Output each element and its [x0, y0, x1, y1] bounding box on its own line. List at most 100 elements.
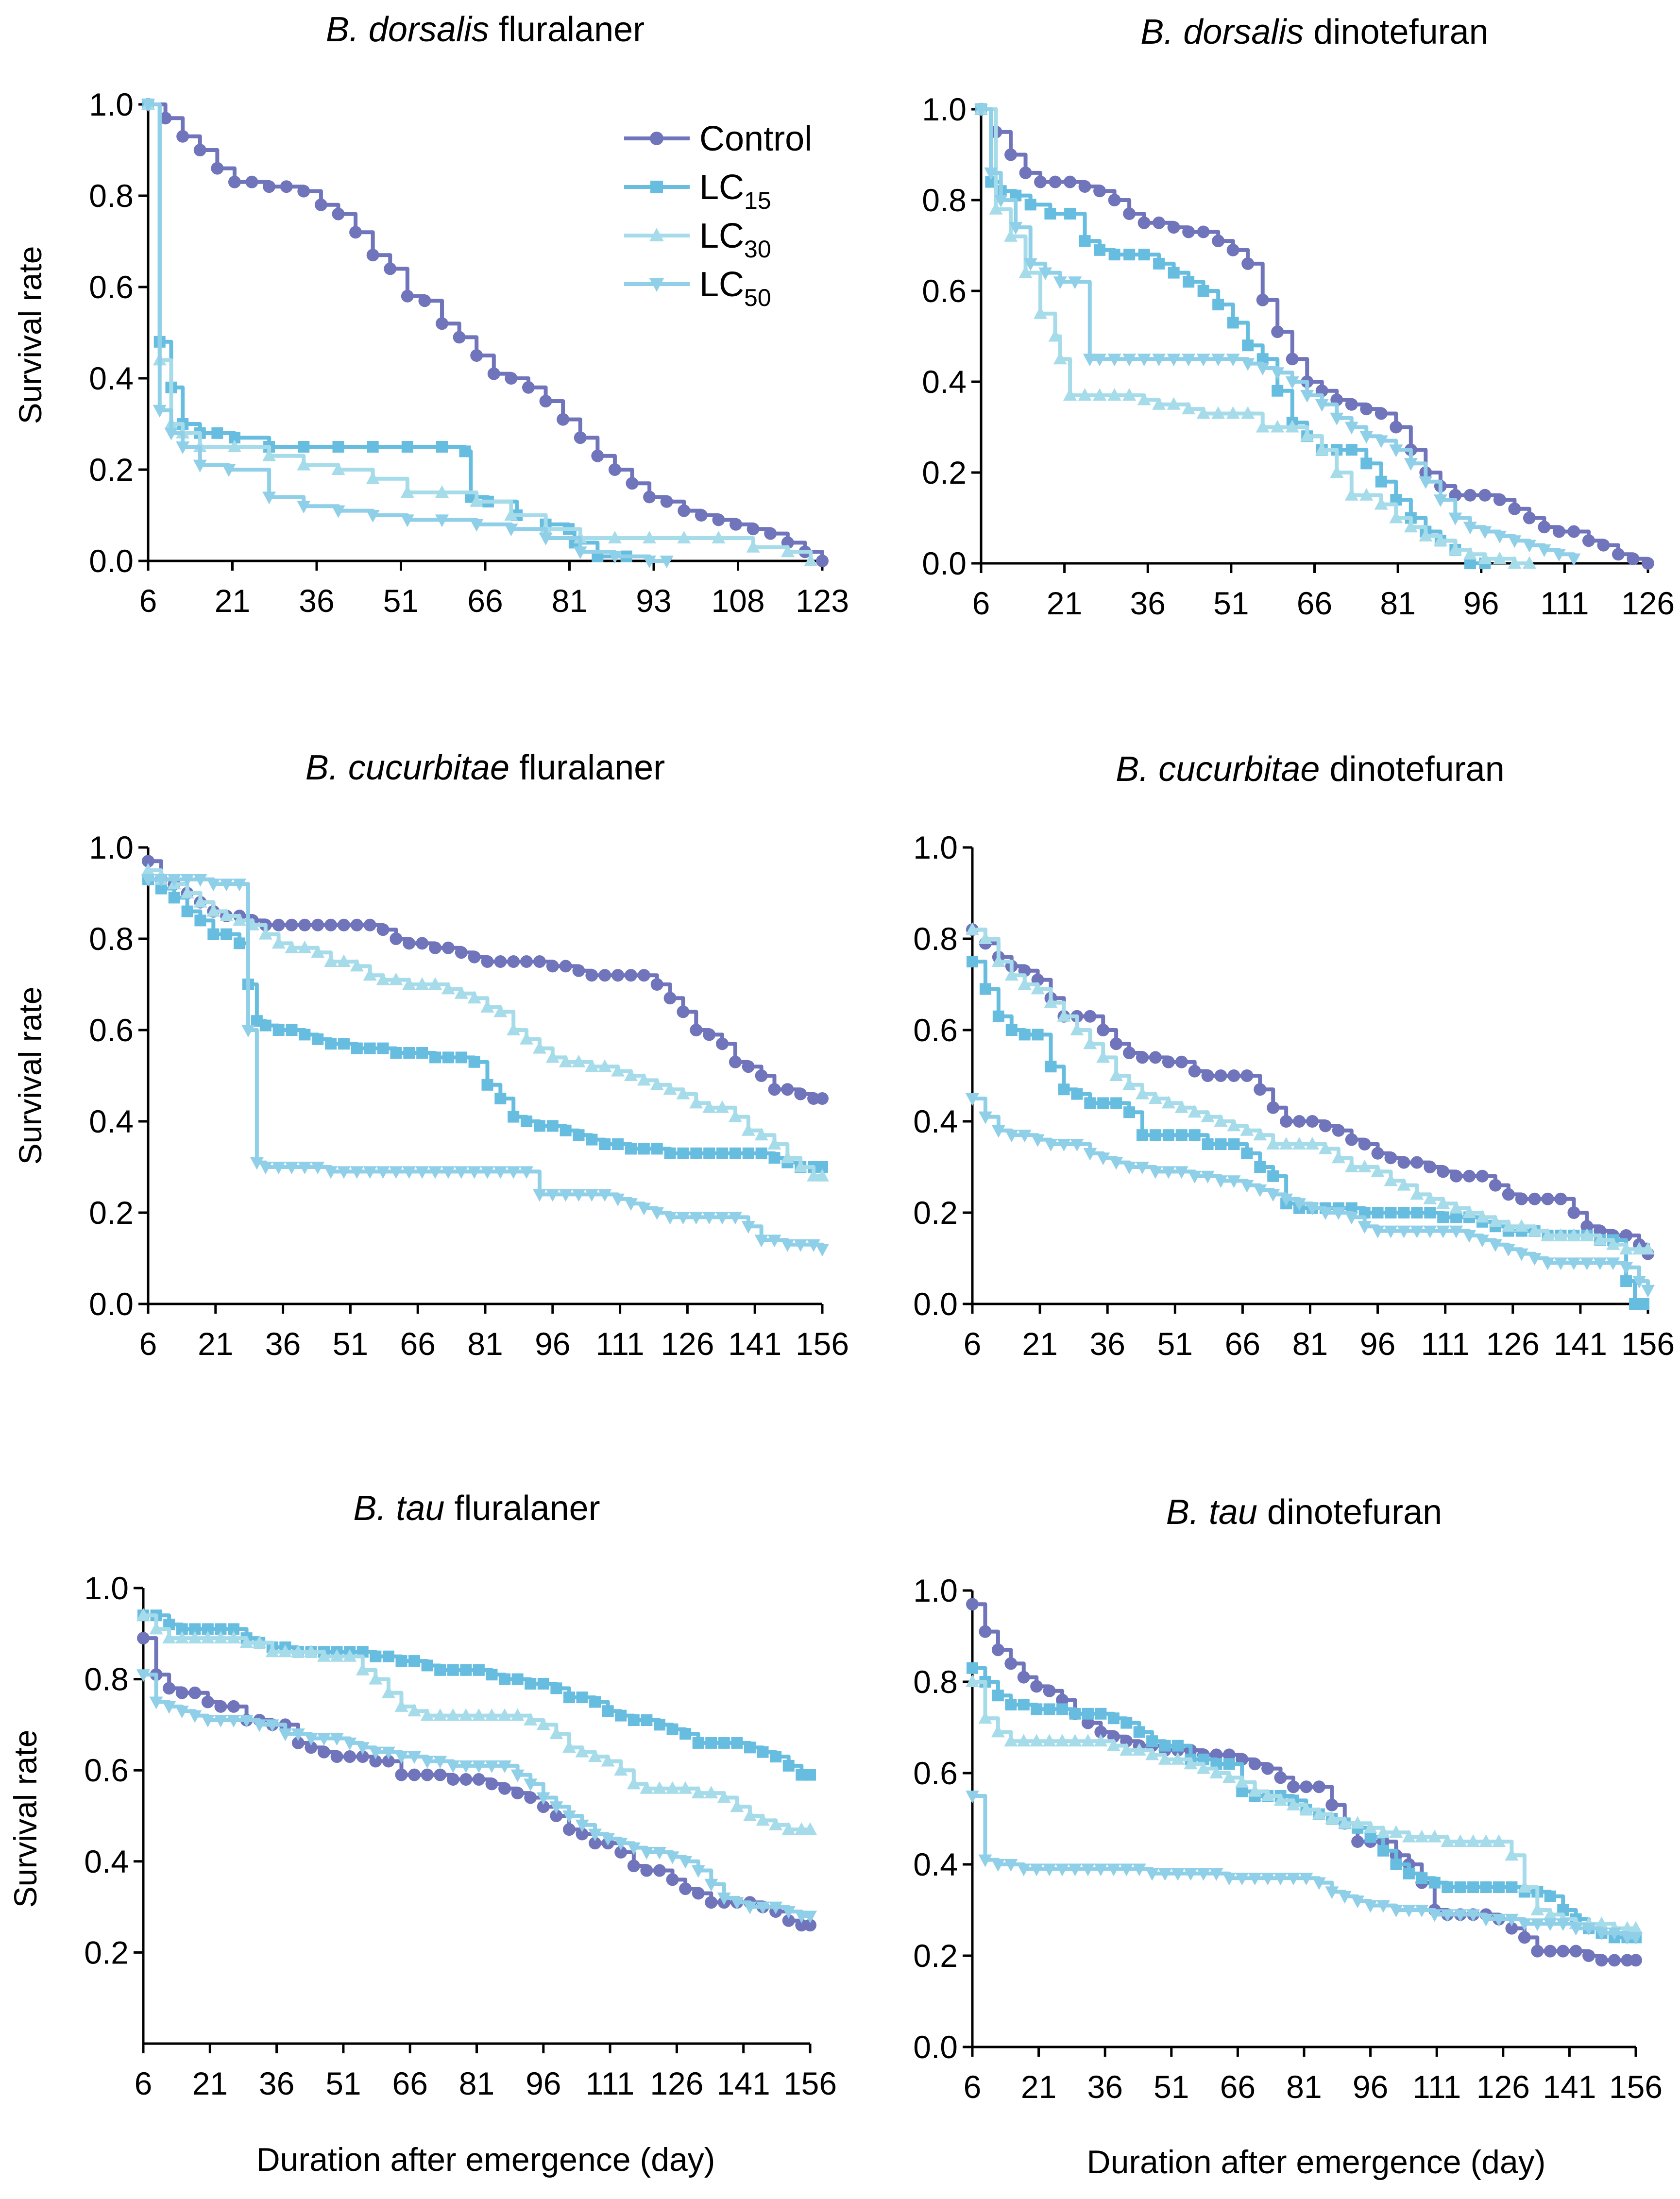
data-point: [381, 1685, 395, 1698]
data-point: [1197, 225, 1210, 238]
data-point: [403, 1047, 415, 1059]
data-point: [376, 1166, 390, 1179]
series-line-control: [981, 107, 1650, 563]
data-point: [366, 471, 380, 484]
x-tick-label: 66: [1297, 585, 1332, 621]
data-point: [493, 1004, 508, 1017]
data-point: [442, 1051, 454, 1064]
data-point: [1267, 1170, 1279, 1182]
x-axis-label: Duration after emergence (day): [1087, 2144, 1546, 2181]
y-tick-label: 0.8: [913, 921, 958, 957]
data-point: [137, 1632, 150, 1645]
data-point: [562, 1823, 576, 1836]
data-point: [227, 440, 241, 452]
panel-5: B. tau fluralaner 0.2 0.4 0.6 0.8 1.0 6 21 36 51 6…: [84, 1489, 837, 2101]
y-tick-label: 0.0: [922, 545, 967, 581]
data-point: [575, 1819, 589, 1832]
data-point: [1171, 1752, 1185, 1765]
data-point: [1638, 1298, 1650, 1310]
data-point: [1279, 1137, 1293, 1150]
data-point: [637, 1073, 651, 1086]
data-point: [1214, 1069, 1227, 1082]
data-point: [549, 1726, 563, 1740]
data-point: [1467, 1881, 1479, 1893]
data-point: [193, 144, 206, 156]
data-point: [1123, 1047, 1136, 1059]
series-lc50: [136, 1669, 817, 1924]
data-point: [1120, 1717, 1133, 1729]
data-point: [467, 1166, 481, 1179]
data-point: [1123, 249, 1136, 261]
data-point: [1122, 1077, 1137, 1090]
data-point: [1488, 1239, 1502, 1252]
data-point: [221, 928, 233, 940]
data-point: [356, 1662, 370, 1675]
data-point: [416, 1047, 428, 1059]
data-point: [1093, 185, 1106, 198]
data-point: [1582, 1923, 1596, 1936]
data-point: [991, 1643, 1004, 1657]
data-point: [1211, 406, 1225, 419]
data-point: [454, 986, 468, 999]
data-point: [1351, 1835, 1364, 1848]
data-point: [608, 531, 622, 543]
data-point: [1031, 1134, 1045, 1147]
data-point: [1132, 1743, 1146, 1756]
data-point: [1376, 1825, 1391, 1838]
data-point: [1017, 1734, 1031, 1747]
data-point: [651, 1143, 663, 1155]
data-point: [415, 1166, 429, 1179]
data-point: [545, 1050, 560, 1063]
x-tick-label: 141: [728, 1326, 781, 1362]
data-point: [272, 918, 285, 931]
data-point: [1018, 1130, 1032, 1143]
data-point: [159, 112, 172, 125]
data-point: [369, 1672, 383, 1685]
data-point: [1300, 390, 1314, 403]
legend-marker: [650, 181, 663, 193]
data-point: [367, 441, 379, 453]
x-tick-label: 6: [972, 585, 990, 621]
data-point: [1107, 354, 1121, 367]
data-point: [311, 1162, 325, 1174]
data-point: [1376, 1900, 1391, 1913]
legend-item-lc15: LC15: [624, 168, 771, 214]
panel-title-treatment: fluralaner: [444, 1489, 600, 1528]
data-point: [1384, 1173, 1398, 1186]
data-point: [1222, 1770, 1236, 1783]
data-point: [1582, 1949, 1595, 1962]
data-point: [470, 519, 484, 532]
data-point: [1554, 1228, 1568, 1241]
data-point: [1032, 1029, 1044, 1041]
data-point: [1096, 1152, 1110, 1166]
data-point: [602, 1705, 614, 1717]
data-point: [677, 1147, 689, 1159]
data-point: [1120, 1743, 1134, 1756]
data-point: [702, 1100, 716, 1113]
x-tick-label: 36: [265, 1326, 301, 1362]
data-point: [153, 405, 167, 418]
data-point: [188, 1686, 202, 1699]
data-point: [507, 1166, 521, 1179]
data-point: [297, 457, 311, 471]
data-point: [1108, 194, 1121, 206]
data-point: [782, 1914, 795, 1927]
data-point: [1253, 1184, 1267, 1197]
data-point: [524, 1713, 538, 1726]
data-point: [1543, 1918, 1557, 1931]
data-point: [755, 1069, 768, 1082]
data-point: [559, 1189, 573, 1202]
data-point: [194, 914, 206, 927]
data-point: [816, 555, 829, 567]
panel-title-species: B. tau: [353, 1489, 444, 1528]
data-point: [641, 1714, 653, 1726]
data-point: [1226, 354, 1240, 367]
x-tick-label: 96: [1353, 2069, 1388, 2105]
data-point: [1043, 1684, 1056, 1697]
data-point: [991, 954, 1005, 967]
data-point: [1538, 521, 1551, 534]
data-point: [576, 1827, 589, 1841]
data-point: [1273, 1793, 1288, 1806]
data-point: [1517, 1880, 1531, 1893]
data-point: [1063, 388, 1077, 401]
